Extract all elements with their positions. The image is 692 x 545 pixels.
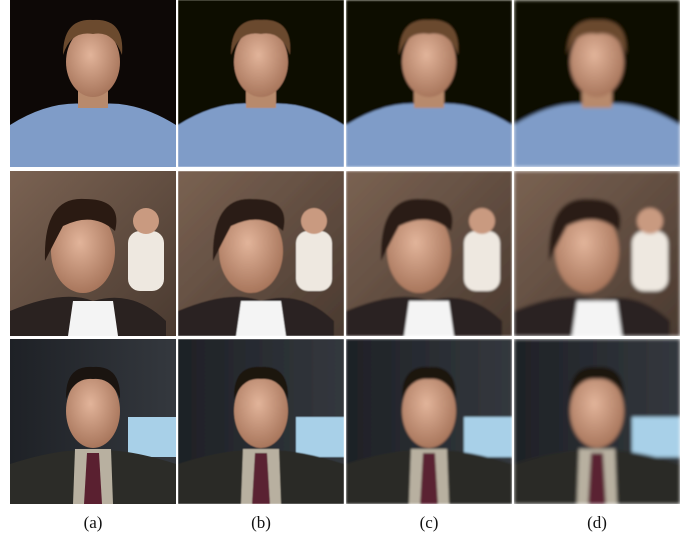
window	[632, 417, 680, 457]
shirt	[10, 104, 176, 167]
face-image	[514, 171, 680, 336]
face-image	[10, 339, 176, 504]
child-head	[301, 208, 327, 234]
face-image	[346, 171, 512, 336]
child	[632, 231, 668, 291]
tie	[252, 453, 270, 504]
face-image	[178, 171, 344, 336]
child-head	[637, 208, 663, 234]
face-image	[346, 0, 512, 167]
face-image	[514, 339, 680, 504]
tie	[588, 453, 606, 504]
figure: (a) (b) (c) (d)	[0, 0, 692, 540]
face-image	[10, 171, 176, 336]
face-image	[10, 0, 176, 167]
child-head	[469, 208, 495, 234]
child	[296, 231, 332, 291]
face-image	[178, 0, 344, 167]
page: (a)(b)(c)(d) (() => { const data = JSON.…	[0, 0, 692, 540]
tie	[420, 453, 438, 504]
face-image	[514, 0, 680, 167]
collar	[68, 301, 118, 336]
column-label: (b)	[251, 513, 271, 532]
collar	[236, 301, 286, 336]
shirt	[178, 104, 344, 167]
collar	[404, 301, 454, 336]
face-image	[346, 339, 512, 504]
window	[296, 417, 344, 457]
face-image	[178, 339, 344, 504]
column-label: (c)	[420, 513, 439, 532]
shirt	[514, 104, 680, 167]
collar	[572, 301, 622, 336]
window	[128, 417, 176, 457]
child	[128, 231, 164, 291]
child	[464, 231, 500, 291]
window	[464, 417, 512, 457]
shirt	[346, 104, 512, 167]
column-label: (a)	[84, 513, 103, 532]
column-label: (d)	[587, 513, 607, 532]
child-head	[133, 208, 159, 234]
tie	[84, 453, 102, 504]
